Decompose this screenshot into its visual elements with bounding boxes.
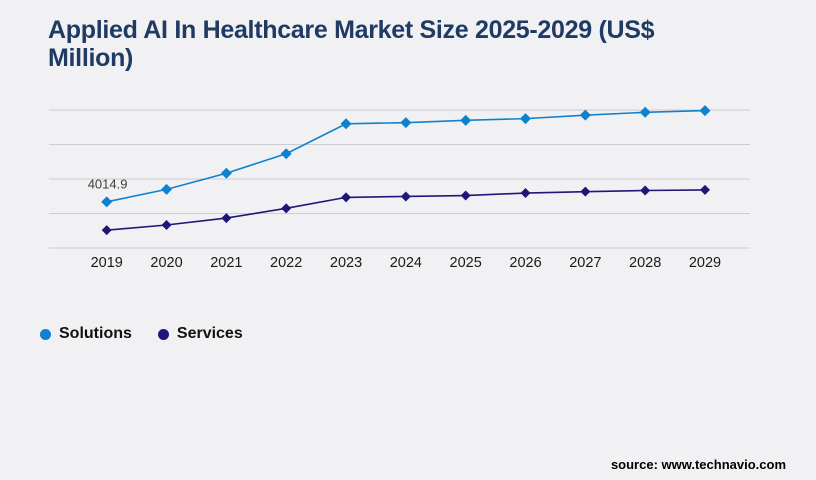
data-point-services-2020[interactable] bbox=[161, 220, 172, 230]
data-point-solutions-2025[interactable] bbox=[460, 114, 472, 126]
x-axis-label-2019: 2019 bbox=[91, 255, 123, 271]
data-point-solutions-2027[interactable] bbox=[579, 109, 591, 121]
legend-item-services[interactable]: Services bbox=[157, 325, 243, 343]
data-point-solutions-2029[interactable] bbox=[699, 105, 711, 117]
legend-label-services: Services bbox=[176, 325, 243, 342]
data-point-services-2029[interactable] bbox=[700, 184, 710, 195]
chart-title: Applied AI In Healthcare Market Size 202… bbox=[48, 16, 728, 72]
data-point-services-2026[interactable] bbox=[520, 188, 531, 199]
x-axis-label-2024: 2024 bbox=[390, 255, 422, 271]
chart-title-line1: Applied AI In Healthcare Market Size 202… bbox=[48, 16, 655, 44]
data-point-solutions-2023[interactable] bbox=[340, 118, 352, 130]
data-point-services-2023[interactable] bbox=[341, 192, 352, 203]
data-point-solutions-2024[interactable] bbox=[400, 117, 412, 129]
data-point-label: 4014.9 bbox=[88, 176, 128, 191]
x-axis-label-2022: 2022 bbox=[270, 255, 302, 271]
data-point-services-2024[interactable] bbox=[400, 191, 411, 202]
x-axis-label-2023: 2023 bbox=[330, 255, 362, 271]
source-attribution: source: www.technavio.com bbox=[610, 457, 786, 472]
data-point-solutions-2028[interactable] bbox=[639, 106, 651, 118]
services-legend-dot-icon bbox=[157, 328, 169, 340]
x-axis-label-2028: 2028 bbox=[629, 255, 661, 271]
data-point-services-2025[interactable] bbox=[460, 190, 471, 201]
x-axis-label-2021: 2021 bbox=[210, 255, 242, 271]
legend-item-solutions[interactable]: Solutions bbox=[40, 325, 132, 343]
data-point-services-2022[interactable] bbox=[281, 203, 292, 214]
data-point-solutions-2021[interactable] bbox=[220, 167, 232, 179]
chart-title-line2: Million) bbox=[48, 44, 134, 72]
x-axis-label-2025: 2025 bbox=[450, 255, 482, 271]
chart-legend: Solutions Services bbox=[40, 325, 243, 343]
x-axis-label-2029: 2029 bbox=[689, 255, 721, 271]
data-point-services-2027[interactable] bbox=[580, 186, 591, 197]
solutions-legend-dot-icon bbox=[40, 328, 51, 340]
data-point-solutions-2020[interactable] bbox=[161, 183, 173, 195]
data-point-services-2019[interactable] bbox=[101, 225, 112, 236]
x-axis-label-2020: 2020 bbox=[150, 255, 182, 271]
data-point-services-2021[interactable] bbox=[221, 213, 232, 224]
x-axis-label-2026: 2026 bbox=[509, 255, 541, 271]
data-point-solutions-2022[interactable] bbox=[280, 148, 292, 160]
data-point-solutions-2026[interactable] bbox=[520, 113, 532, 125]
legend-label-solutions: Solutions bbox=[59, 325, 132, 342]
x-axis-label-2027: 2027 bbox=[569, 255, 601, 271]
data-point-services-2028[interactable] bbox=[640, 185, 651, 196]
data-point-solutions-2019[interactable] bbox=[101, 196, 113, 208]
